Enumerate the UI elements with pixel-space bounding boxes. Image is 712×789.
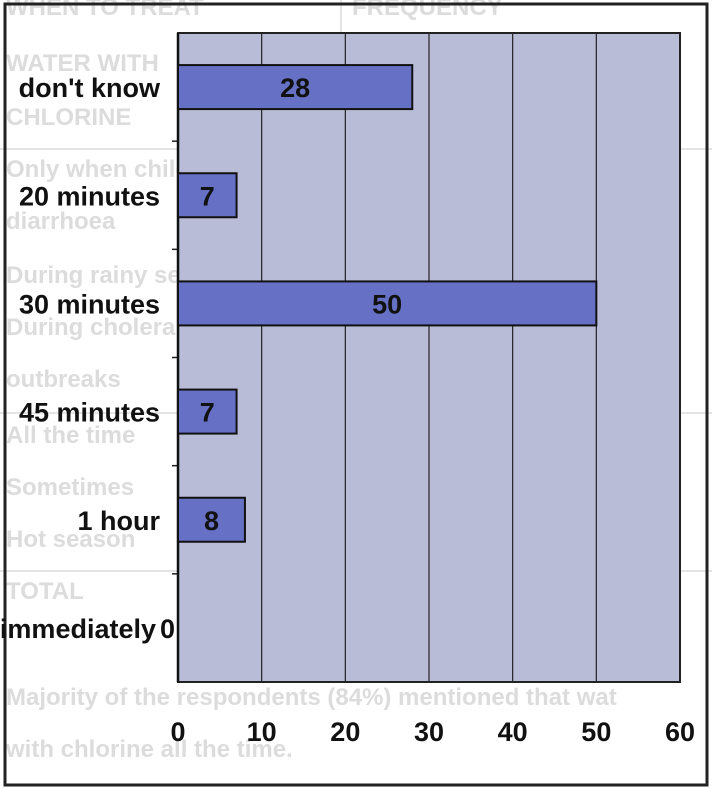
category-labels: don't know 20 minutes 30 minutes 45 minutes… <box>0 73 161 644</box>
bar <box>177 388 238 435</box>
bg-row-label: All the time <box>6 422 136 449</box>
bg-row-label: diarrhoea <box>6 208 116 235</box>
bar-value-label: 8 <box>204 506 219 536</box>
bg-paragraph-line2: with chlorine all the time. <box>6 736 293 763</box>
chart-outer-border <box>3 2 709 787</box>
bar <box>177 64 414 111</box>
bar-value-label: 50 <box>372 289 402 319</box>
x-tick-label: 10 <box>247 717 277 747</box>
bg-row0-line2: CHLORINE <box>6 104 132 131</box>
x-tick-label: 60 <box>665 717 695 747</box>
x-tick-label: 20 <box>330 717 360 747</box>
bg-paragraph-line1: Majority of the respondents (84%) mentio… <box>6 684 617 711</box>
gridlines <box>172 33 681 682</box>
bg-row-label: Sometimes <box>6 474 135 501</box>
bar-value-label: 7 <box>200 398 215 428</box>
bar-value-label: 0 <box>160 614 175 644</box>
category-label: 45 minutes <box>19 398 160 428</box>
bar-value-label: 7 <box>200 181 215 211</box>
category-label: don't know <box>19 73 161 103</box>
category-label: immediately <box>0 614 156 644</box>
bg-row-label: TOTAL <box>6 578 84 605</box>
category-label: 1 hour <box>77 506 160 536</box>
x-tick-label: 40 <box>498 717 528 747</box>
category-label: 30 minutes <box>19 289 160 319</box>
bar <box>177 496 246 543</box>
bars: 28 7 50 7 8 0 <box>160 64 598 644</box>
bar <box>177 172 238 219</box>
bg-row-label: During cholera <box>6 314 176 341</box>
bar <box>177 280 598 327</box>
x-tick-label: 50 <box>581 717 611 747</box>
bg-row-label: outbreaks <box>6 366 121 393</box>
x-tick-label: 30 <box>414 717 444 747</box>
bg-row-label: Hot season <box>6 526 136 553</box>
bar-value-label: 28 <box>280 73 310 103</box>
category-label: 20 minutes <box>19 181 160 211</box>
x-axis-ticks: 0 10 20 30 40 50 60 <box>170 717 695 747</box>
x-tick-label: 0 <box>170 717 185 747</box>
bg-row0-line1: WATER WITH <box>6 50 159 77</box>
